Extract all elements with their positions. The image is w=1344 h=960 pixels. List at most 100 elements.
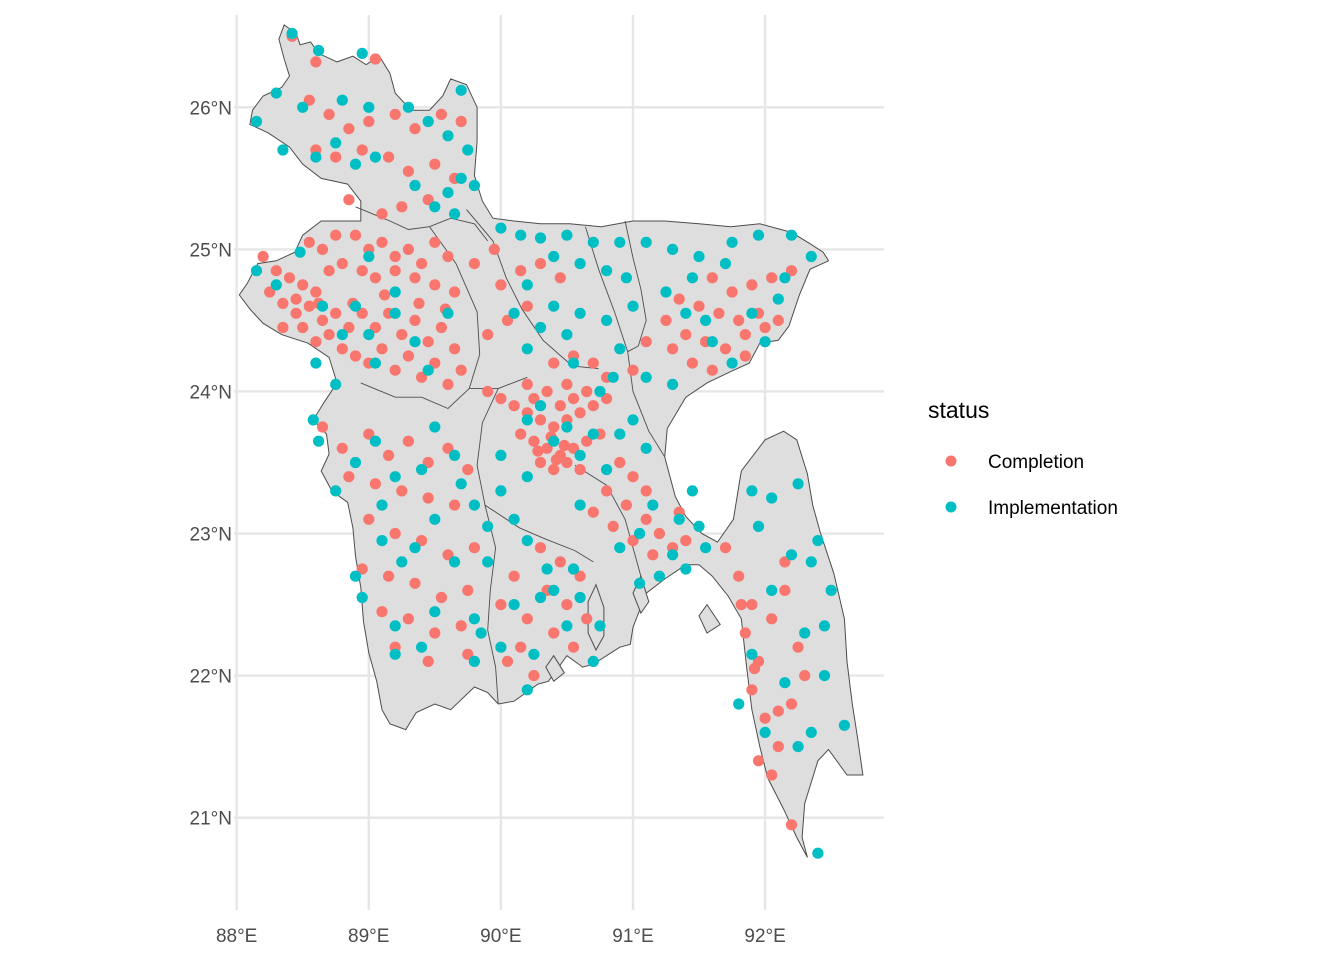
point-implementation-59	[389, 648, 401, 660]
point-implementation-11	[442, 130, 454, 142]
point-completion-13	[356, 144, 368, 156]
point-completion-112	[495, 393, 507, 405]
point-implementation-165	[733, 698, 745, 710]
point-completion-115	[534, 414, 547, 426]
point-implementation-159	[818, 620, 831, 632]
point-completion-41	[343, 321, 355, 334]
point-implementation-83	[614, 343, 626, 355]
point-implementation-150	[746, 485, 758, 497]
point-completion-67	[402, 243, 414, 255]
point-completion-153	[554, 272, 566, 284]
point-implementation-41	[313, 435, 325, 447]
point-completion-226	[735, 599, 747, 611]
point-completion-2	[369, 53, 381, 65]
y-tick-label-21: 21°N	[190, 809, 232, 830]
point-completion-111	[482, 385, 494, 398]
point-completion-63	[349, 229, 362, 241]
point-completion-221	[779, 556, 791, 568]
point-completion-60	[429, 357, 441, 369]
point-implementation-61	[468, 655, 480, 668]
point-completion-12	[330, 151, 342, 163]
point-implementation-80	[534, 321, 547, 334]
point-implementation-49	[455, 478, 467, 490]
point-completion-14	[383, 151, 395, 163]
point-implementation-128	[528, 648, 540, 660]
point-completion-53	[336, 343, 348, 355]
point-completion-105	[402, 613, 414, 625]
point-completion-159	[601, 485, 613, 497]
point-implementation-98	[680, 307, 692, 319]
point-completion-198	[759, 321, 771, 334]
point-implementation-111	[521, 471, 533, 483]
point-implementation-2	[356, 47, 368, 60]
point-completion-132	[521, 378, 533, 390]
point-implementation-0	[286, 27, 298, 40]
point-completion-40	[330, 307, 342, 319]
point-implementation-60	[416, 641, 428, 653]
point-completion-109	[422, 655, 434, 668]
point-implementation-142	[667, 549, 679, 561]
point-implementation-137	[574, 499, 586, 511]
point-completion-205	[739, 350, 751, 362]
point-completion-119	[587, 400, 599, 412]
point-completion-85	[402, 435, 414, 447]
series-implementation	[250, 27, 851, 859]
point-implementation-12	[455, 84, 467, 96]
point-implementation-57	[389, 620, 401, 632]
point-completion-39	[316, 314, 329, 326]
point-completion-46	[409, 314, 421, 326]
point-implementation-95	[759, 336, 771, 348]
point-implementation-40	[307, 414, 319, 426]
point-implementation-117	[594, 385, 606, 398]
y-tick-label-24: 24°N	[190, 382, 232, 403]
point-implementation-100	[640, 371, 652, 383]
point-implementation-62	[475, 627, 487, 639]
legend: status Completion Implementation	[928, 397, 1118, 519]
point-implementation-81	[521, 343, 533, 355]
point-completion-162	[653, 527, 666, 540]
point-completion-68	[416, 258, 428, 270]
point-completion-35	[264, 286, 276, 298]
point-implementation-46	[429, 421, 441, 433]
point-implementation-133	[548, 584, 560, 597]
point-completion-202	[660, 314, 672, 326]
point-completion-217	[779, 584, 791, 597]
point-completion-69	[429, 236, 441, 248]
point-implementation-151	[766, 492, 778, 504]
point-implementation-38	[349, 300, 362, 312]
point-implementation-119	[567, 357, 580, 369]
point-completion-206	[667, 343, 679, 355]
point-implementation-149	[587, 655, 599, 668]
division-boundary-7	[484, 504, 594, 563]
point-completion-28	[336, 258, 348, 270]
point-implementation-50	[468, 499, 480, 511]
point-completion-100	[383, 570, 395, 582]
point-implementation-6	[336, 94, 348, 106]
point-implementation-34	[363, 250, 375, 263]
point-completion-194	[680, 329, 692, 341]
point-implementation-167	[812, 847, 824, 859]
point-completion-179	[515, 641, 527, 653]
point-completion-157	[627, 471, 639, 483]
point-completion-32	[409, 272, 421, 284]
island-shape-3	[545, 654, 565, 683]
axis-labels: 88°E 89°E 90°E 91°E 92°E 21°N 22°N 23°N 24°N 25°N…	[190, 98, 786, 947]
point-completion-113	[508, 400, 520, 412]
point-implementation-5	[297, 101, 309, 113]
point-completion-130	[561, 456, 573, 469]
point-completion-191	[733, 314, 745, 326]
point-implementation-121	[482, 520, 494, 533]
island-shape-2	[698, 603, 721, 634]
point-implementation-21	[449, 208, 461, 220]
point-completion-21	[343, 194, 355, 206]
point-implementation-36	[316, 300, 329, 312]
point-implementation-155	[812, 535, 824, 547]
point-implementation-97	[726, 357, 738, 369]
point-completion-49	[449, 343, 461, 355]
point-completion-120	[601, 393, 613, 405]
point-implementation-124	[521, 535, 533, 547]
point-implementation-86	[667, 243, 679, 255]
point-completion-170	[534, 542, 547, 554]
point-completion-24	[283, 272, 296, 284]
point-implementation-29	[330, 378, 342, 390]
